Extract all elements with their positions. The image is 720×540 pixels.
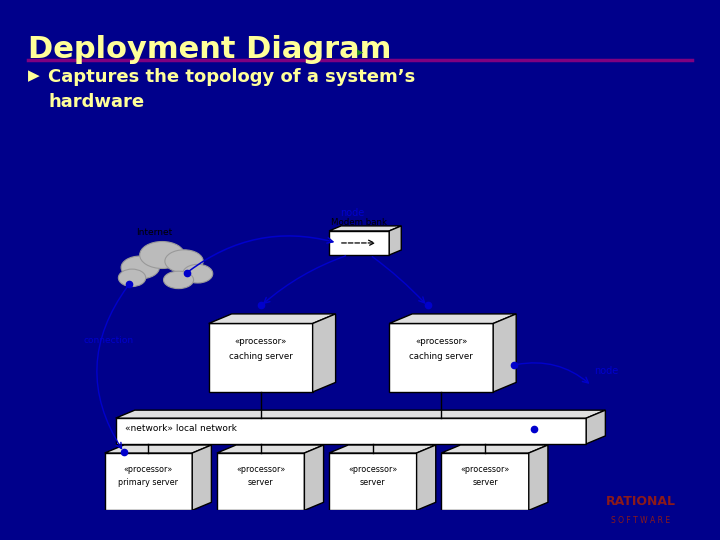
Polygon shape [417, 445, 436, 510]
Ellipse shape [121, 256, 159, 279]
Ellipse shape [140, 241, 184, 268]
Polygon shape [329, 231, 390, 255]
Text: Deployment Diagram: Deployment Diagram [28, 35, 392, 64]
Text: primary server: primary server [119, 478, 179, 487]
Text: «processor»: «processor» [415, 338, 467, 346]
Text: «processor»: «processor» [460, 465, 510, 474]
Polygon shape [312, 314, 336, 392]
Text: «processor»: «processor» [124, 465, 173, 474]
Text: Captures the topology of a system’s
hardware: Captures the topology of a system’s hard… [48, 68, 415, 111]
Polygon shape [528, 445, 548, 510]
Text: connection: connection [84, 335, 134, 345]
Ellipse shape [165, 250, 203, 273]
Polygon shape [390, 323, 493, 392]
Text: «processor»: «processor» [235, 338, 287, 346]
Text: S O F T W A R E: S O F T W A R E [611, 516, 670, 525]
Polygon shape [116, 410, 606, 418]
Text: «processor»: «processor» [236, 465, 285, 474]
Polygon shape [209, 323, 312, 392]
Polygon shape [305, 445, 323, 510]
Text: node: node [340, 208, 364, 219]
Polygon shape [209, 314, 336, 323]
Polygon shape [329, 453, 417, 510]
Polygon shape [116, 418, 586, 444]
Polygon shape [192, 445, 212, 510]
Text: ▶: ▶ [28, 68, 40, 83]
Polygon shape [329, 226, 401, 231]
Text: «processor»: «processor» [348, 465, 397, 474]
Polygon shape [493, 314, 516, 392]
Ellipse shape [163, 271, 194, 288]
Text: server: server [248, 478, 274, 487]
Text: caching server: caching server [410, 352, 473, 361]
Text: node: node [595, 366, 618, 376]
Polygon shape [390, 226, 401, 255]
Polygon shape [104, 453, 192, 510]
Ellipse shape [118, 269, 145, 287]
Polygon shape [329, 445, 436, 453]
Polygon shape [104, 445, 212, 453]
Polygon shape [390, 314, 516, 323]
Polygon shape [441, 445, 548, 453]
Text: Modem bank: Modem bank [331, 218, 387, 227]
Polygon shape [586, 410, 606, 444]
Text: caching server: caching server [229, 352, 292, 361]
Polygon shape [217, 445, 323, 453]
Text: ▸: ▸ [357, 46, 363, 59]
Text: server: server [360, 478, 386, 487]
Text: RATIONAL: RATIONAL [606, 495, 676, 508]
Text: «network» local network: «network» local network [125, 424, 238, 434]
Text: server: server [472, 478, 498, 487]
Ellipse shape [183, 265, 213, 283]
Polygon shape [441, 453, 528, 510]
Polygon shape [217, 453, 305, 510]
Text: Internet: Internet [136, 228, 172, 237]
